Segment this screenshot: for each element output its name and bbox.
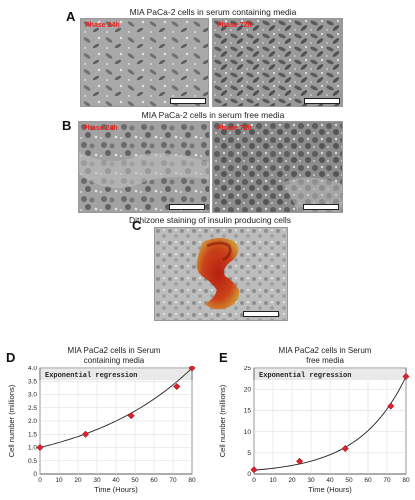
data-point [82, 430, 90, 438]
y-tick-label: 2.0 [28, 418, 37, 425]
scale-bar [169, 204, 205, 210]
panel-letter-d: D [6, 350, 16, 365]
y-tick-label: 20 [244, 386, 252, 393]
micrograph-b-72h: Phase 72h [212, 121, 343, 213]
scale-bar [243, 311, 279, 317]
y-tick-label: 0.5 [28, 458, 37, 465]
panel-letter-c: C [132, 218, 142, 233]
phase-label-a-24h: Phase 24h [85, 22, 120, 29]
x-axis-label: Time (Hours) [94, 485, 138, 494]
chart-d-title-line1: MIA PaCa2 cells in Serum [67, 346, 161, 355]
scale-bar [303, 204, 339, 210]
panel-b-title: MIA PaCa-2 cells in serum free media [141, 110, 285, 120]
chart-d: Exponential regression 0 10 20 30 40 50 60 70 80 0… [7, 366, 196, 494]
y-tick-label: 2.5 [28, 405, 37, 412]
inner-title: Exponential regression [259, 372, 351, 380]
chart-d-title: MIA PaCa2 cells in Serum containing medi… [24, 346, 204, 366]
y-tick-label: 4.0 [28, 366, 37, 372]
x-tick-label: 10 [269, 477, 277, 484]
y-tick-label: 1.5 [28, 431, 37, 438]
chart-e-title-line1: MIA PaCa2 cells in Serum [278, 346, 372, 355]
chart-d-title-line2: containing media [83, 356, 145, 365]
x-tick-label: 50 [131, 477, 139, 484]
data-point [402, 372, 410, 381]
cell-texture-b-24h [79, 122, 209, 212]
x-tick-label: 20 [288, 477, 296, 484]
y-tick-label: 15 [244, 408, 252, 415]
chart-e-title: MIA PaCa2 cells in Serum free media [235, 346, 415, 366]
chart-e-title-line2: free media [306, 356, 344, 365]
data-point [188, 366, 196, 372]
y-tick-label: 0 [33, 471, 37, 478]
data-point [387, 402, 395, 410]
x-tick-label: 0 [38, 477, 42, 484]
x-tick-label: 30 [93, 477, 101, 484]
inner-title-band [41, 369, 191, 380]
chart-e: Exponential regression 0 10 20 30 40 50 60 70 80 0… [218, 366, 410, 494]
x-tick-label: 70 [169, 477, 177, 484]
micrograph-a-24h: Phase 24h [80, 18, 209, 107]
micrograph-a-72h: Phase 72h [212, 18, 343, 107]
data-point [127, 412, 135, 420]
y-tick-label: 10 [244, 429, 252, 436]
data-point [250, 466, 258, 474]
y-tick-label: 1.0 [28, 445, 37, 452]
panel-letter-b: B [62, 118, 72, 133]
panel-c-title: Dithizone staining of insulin producing … [128, 215, 292, 225]
regression-curve [253, 376, 407, 471]
y-tick-label: 3.5 [28, 378, 37, 385]
y-tick-label: 5 [247, 450, 251, 457]
dithizone-stain-texture [155, 228, 287, 320]
data-point [36, 443, 44, 452]
x-tick-label: 50 [345, 477, 353, 484]
y-axis-label: Cell number (millions) [218, 384, 227, 457]
x-tick-label: 40 [326, 477, 334, 484]
micrograph-c-dithizone [154, 227, 288, 321]
y-axis-label: Cell number (millions) [7, 384, 16, 457]
y-tick-label: 25 [244, 366, 252, 372]
cell-texture-a-24h [81, 19, 208, 106]
x-tick-label: 60 [150, 477, 158, 484]
inner-title-band [255, 369, 405, 380]
x-tick-label: 20 [74, 477, 82, 484]
data-point [296, 457, 304, 465]
cell-texture-b-72h [213, 122, 342, 212]
y-tick-label: 0 [247, 471, 251, 478]
x-tick-label: 0 [252, 477, 256, 484]
x-tick-label: 80 [402, 477, 410, 484]
phase-label-a-72h: Phase 72h [217, 22, 252, 29]
x-tick-label: 70 [383, 477, 391, 484]
phase-label-b-24h: Phase 24h [83, 125, 118, 132]
scale-bar [304, 98, 340, 104]
data-point [173, 382, 181, 391]
x-tick-label: 40 [112, 477, 120, 484]
scale-bar [170, 98, 206, 104]
x-axis-label: Time (Hours) [308, 485, 352, 494]
panel-letter-e: E [219, 350, 228, 365]
x-tick-label: 30 [307, 477, 315, 484]
micrograph-b-24h: Phase 24h [78, 121, 210, 213]
data-point [341, 445, 349, 453]
x-tick-label: 10 [55, 477, 63, 484]
x-tick-label: 80 [188, 477, 196, 484]
cell-texture-a-72h [213, 19, 342, 106]
phase-label-b-72h: Phase 72h [217, 125, 252, 132]
panel-a-title: MIA PaCa-2 cells in serum containing med… [129, 7, 297, 17]
panel-letter-a: A [66, 9, 76, 24]
inner-title: Exponential regression [45, 372, 137, 380]
regression-curve [39, 367, 193, 448]
y-tick-label: 3.0 [28, 392, 37, 399]
x-tick-label: 60 [364, 477, 372, 484]
